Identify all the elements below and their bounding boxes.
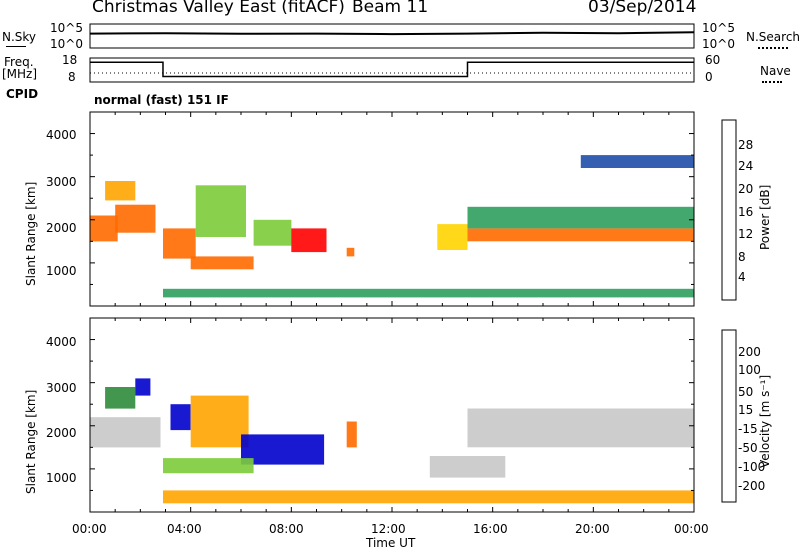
freq-right-label: Nave xyxy=(760,64,791,78)
power-range-3000: 3000 xyxy=(46,175,77,189)
freq-panel-frame xyxy=(89,57,695,83)
velocity-region-9 xyxy=(429,456,506,478)
vel-cb-tick: 15 xyxy=(738,403,754,417)
beam-title: Beam 11 xyxy=(352,0,429,17)
power-region-9 xyxy=(437,224,468,250)
power-region-4 xyxy=(195,185,246,237)
power-region-2 xyxy=(115,204,156,233)
vel-range-4000: 4000 xyxy=(46,335,77,349)
velocity-region-5 xyxy=(241,434,325,465)
power-cb-tick: 28 xyxy=(738,138,754,152)
power-colorbar-frame xyxy=(721,119,737,301)
cpid-label: CPID xyxy=(6,87,39,101)
noise-panel-frame xyxy=(89,23,695,49)
noise-right-label: N.Search xyxy=(746,30,800,44)
time-tick-4: 16:00 xyxy=(473,522,508,536)
freq-right-tick-top: 60 xyxy=(705,53,721,67)
cpid-mode: normal (fast) 151 IF xyxy=(94,93,229,107)
power-cb-tick: 24 xyxy=(738,159,754,173)
vel-cb-tick: 200 xyxy=(738,345,761,359)
power-cb-tick: 4 xyxy=(738,270,746,284)
noise-left-tick-bottom: 10^0 xyxy=(50,37,83,51)
noise-left-label: N.Sky xyxy=(2,30,37,44)
time-tick-5: 20:00 xyxy=(575,522,610,536)
noise-left-underline xyxy=(6,46,26,47)
velocity-region-1 xyxy=(105,387,136,409)
time-axis-label: Time UT xyxy=(366,536,416,550)
vel-range-1000: 1000 xyxy=(46,471,77,485)
vel-cb-tick: 100 xyxy=(738,363,761,377)
freq-left-label-1: Freq. xyxy=(4,55,34,69)
time-tick-1: 04:00 xyxy=(167,522,202,536)
freq-line xyxy=(90,61,694,78)
time-tick-3: 12:00 xyxy=(371,522,406,536)
vel-cb-tick: -50 xyxy=(738,441,758,455)
velocity-colorbar-frame xyxy=(721,329,737,503)
vel-cb-tick: -100 xyxy=(738,460,766,474)
power-range-1000: 1000 xyxy=(46,264,77,278)
velocity-region-6 xyxy=(163,458,254,474)
velocity-region-10 xyxy=(163,490,694,504)
power-region-5 xyxy=(190,256,254,270)
power-range-4000: 4000 xyxy=(46,128,77,142)
time-tick-2: 08:00 xyxy=(269,522,304,536)
power-region-3 xyxy=(163,228,196,259)
station-title: Christmas Valley East (fitACF) xyxy=(92,0,345,17)
noise-left-tick-top: 10^5 xyxy=(50,21,83,35)
power-region-12 xyxy=(580,155,695,168)
vel-range-2000: 2000 xyxy=(46,426,77,440)
date-title: 03/Sep/2014 xyxy=(588,0,697,17)
velocity-region-4 xyxy=(190,395,249,448)
power-cb-tick: 16 xyxy=(738,205,754,219)
power-region-8 xyxy=(346,247,355,257)
time-tick-0: 00:00 xyxy=(72,522,107,536)
time-tick-6: 00:00 xyxy=(674,522,709,536)
velocity-region-3 xyxy=(170,404,191,431)
noise-sky-line xyxy=(89,31,695,36)
freq-right-tick-bottom: 0 xyxy=(705,70,713,84)
vel-cb-tick: -200 xyxy=(738,479,766,493)
nave-dotted xyxy=(762,81,782,83)
power-range-2000: 2000 xyxy=(46,221,77,235)
vel-cb-tick: -15 xyxy=(738,422,758,436)
freq-left-label-2: [MHz] xyxy=(2,67,38,81)
power-region-13 xyxy=(163,288,694,298)
freq-left-tick-bottom: 8 xyxy=(68,70,76,84)
power-region-7 xyxy=(291,228,327,253)
power-region-1 xyxy=(105,181,136,201)
power-cb-tick: 20 xyxy=(738,182,754,196)
noise-right-dotted xyxy=(758,47,788,49)
freq-left-tick-top: 18 xyxy=(62,53,78,67)
velocity-region-2 xyxy=(135,378,151,396)
vel-range-3000: 3000 xyxy=(46,381,77,395)
velocity-region-7 xyxy=(346,421,357,448)
power-cb-tick: 12 xyxy=(738,227,754,241)
velocity-region-0 xyxy=(90,417,161,448)
power-region-10 xyxy=(467,228,694,242)
vel-cb-tick: 50 xyxy=(738,385,754,399)
noise-right-tick-top: 10^5 xyxy=(702,21,735,35)
power-region-6 xyxy=(253,219,292,246)
power-region-11 xyxy=(467,206,694,229)
power-cb-tick: 8 xyxy=(738,250,746,264)
velocity-region-8 xyxy=(467,408,694,448)
noise-right-tick-bottom: 10^0 xyxy=(702,37,735,51)
